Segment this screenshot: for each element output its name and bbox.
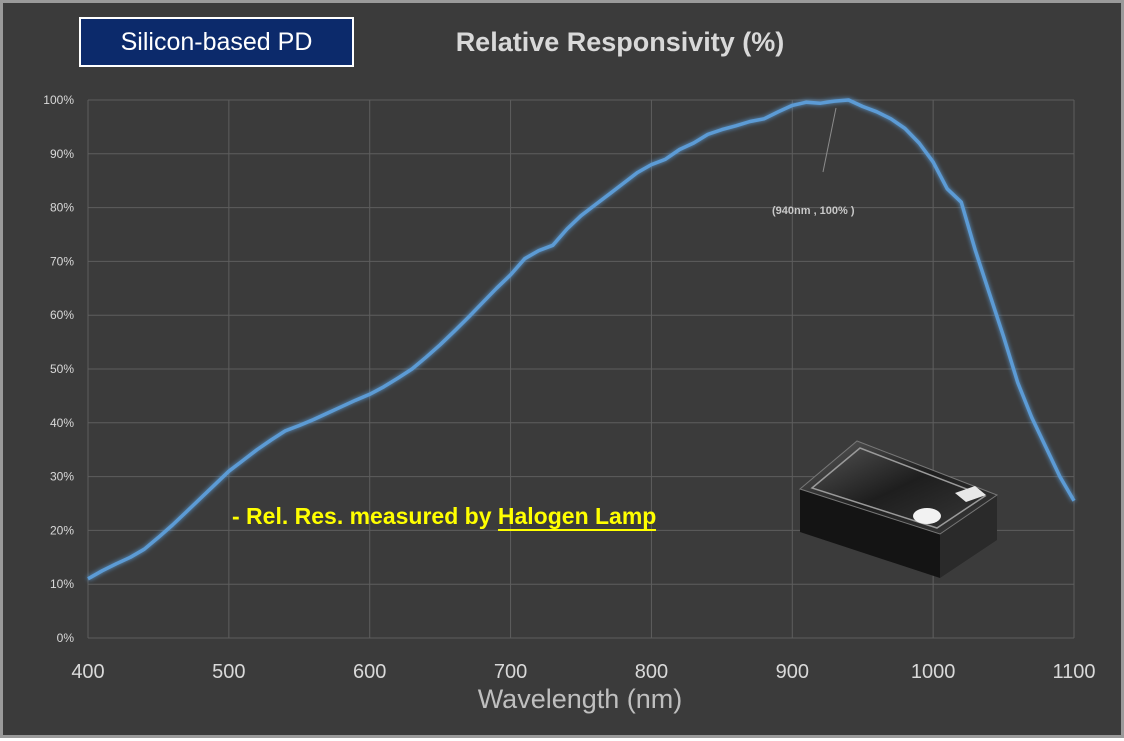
x-axis-ticks: 400 500 600 700 800 900 1000 1100	[71, 661, 1095, 683]
peak-annotation: (940nm , 100% )	[772, 205, 855, 217]
responsivity-curve	[87, 98, 1076, 581]
y-axis-ticks: 0% 10% 20% 30% 40% 50% 60% 70% 80% 90% 100%	[43, 93, 74, 645]
x-tick-label: 600	[353, 661, 386, 683]
x-tick-label: 500	[212, 661, 245, 683]
y-tick-label: 40%	[50, 416, 74, 430]
peak-leader-line	[822, 107, 837, 173]
y-tick-label: 30%	[50, 470, 74, 484]
y-tick-label: 70%	[50, 254, 74, 268]
x-tick-label: 1100	[1052, 661, 1095, 683]
x-tick-label: 700	[494, 661, 527, 683]
y-tick-label: 60%	[50, 308, 74, 322]
gridlines	[87, 99, 1075, 639]
chart-title: Relative Responsivity (%)	[455, 27, 785, 57]
x-tick-label: 1000	[911, 661, 956, 683]
x-tick-label: 900	[776, 661, 809, 683]
note-highlight: Halogen Lamp	[497, 503, 657, 531]
device-badge: Silicon-based PD	[79, 17, 354, 67]
x-tick-label: 800	[635, 661, 668, 683]
photodiode-chip-image	[798, 440, 999, 578]
note-prefix: - Rel. Res. measured by	[232, 503, 498, 529]
y-tick-label: 90%	[50, 147, 74, 161]
y-tick-label: 20%	[50, 523, 74, 537]
y-tick-label: 80%	[50, 201, 74, 215]
y-tick-label: 10%	[50, 577, 74, 591]
y-tick-label: 100%	[43, 93, 74, 107]
y-tick-label: 50%	[50, 362, 74, 376]
x-tick-label: 400	[71, 661, 104, 683]
y-tick-label: 0%	[57, 631, 75, 645]
x-axis-label: Wavelength (nm)	[477, 684, 683, 714]
measurement-note: - Rel. Res. measured by Halogen Lamp	[232, 503, 657, 531]
